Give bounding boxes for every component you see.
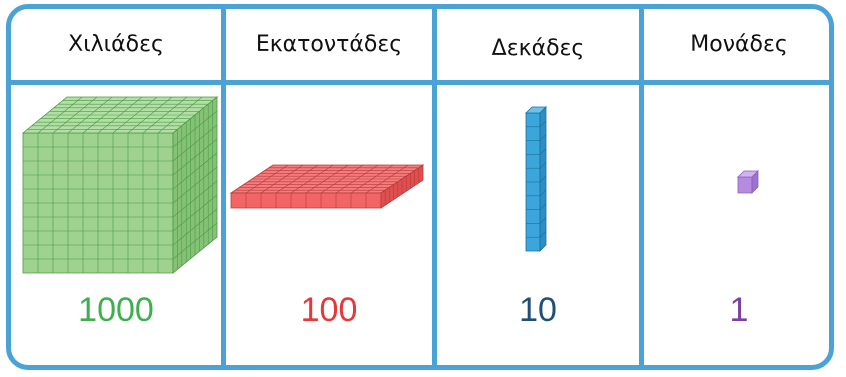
header-tens: Δεκάδες bbox=[491, 36, 585, 61]
unit-cube-icon bbox=[737, 170, 759, 194]
column-divider-2 bbox=[432, 9, 437, 365]
hundred-flat-icon bbox=[229, 164, 425, 209]
column-divider-3 bbox=[639, 9, 644, 365]
value-tens: 10 bbox=[519, 290, 557, 329]
header-divider bbox=[11, 80, 829, 85]
value-thousands: 1000 bbox=[78, 290, 154, 329]
value-hundreds: 100 bbox=[300, 290, 358, 329]
thousand-cube-icon bbox=[21, 96, 219, 274]
value-units: 1 bbox=[729, 290, 749, 329]
ten-rod-icon bbox=[525, 106, 547, 252]
header-thousands: Χιλιάδες bbox=[68, 32, 164, 57]
header-units: Μονάδες bbox=[690, 32, 788, 57]
column-divider-1 bbox=[221, 9, 226, 365]
place-value-table: Χιλιάδες Εκατοντάδες Δεκάδες Μονάδες 100… bbox=[6, 4, 834, 370]
header-hundreds: Εκατοντάδες bbox=[255, 32, 403, 57]
